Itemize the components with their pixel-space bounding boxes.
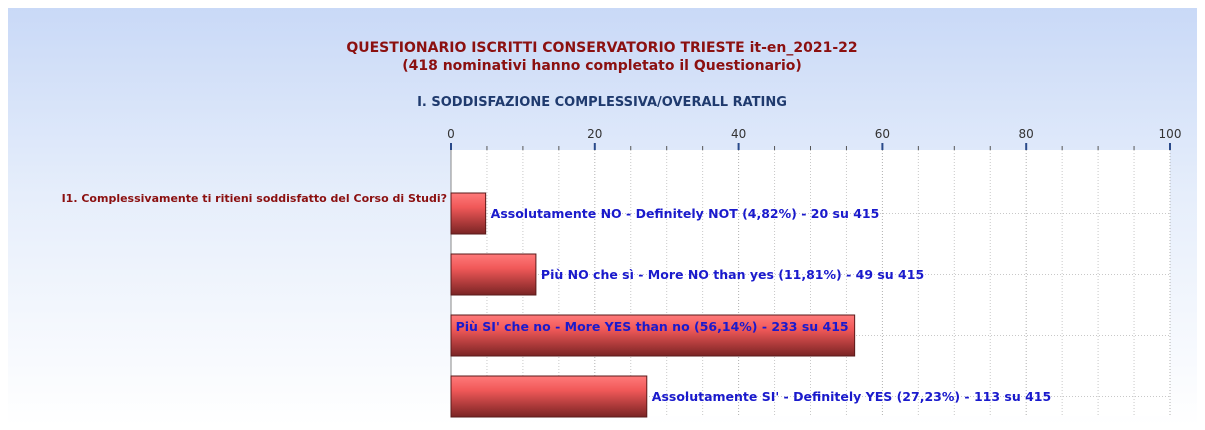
value-label: Più NO che sì - More NO than yes (11,81%…	[540, 266, 925, 282]
x-tick-label: 40	[731, 127, 746, 141]
value-label: Più SI' che no - More YES than no (56,14…	[455, 319, 849, 334]
value-label: Assolutamente SI' - Definitely YES (27,2…	[651, 388, 1052, 404]
chart-title: QUESTIONARIO ISCRITTI CONSERVATORIO TRIE…	[346, 40, 857, 56]
x-tick-label: 60	[875, 127, 890, 141]
bar	[450, 192, 487, 235]
x-tick-label: 20	[587, 127, 602, 141]
x-tick-label: 0	[447, 127, 455, 141]
bar	[450, 375, 648, 418]
x-tick-label: 80	[1019, 127, 1034, 141]
category-label: I1. Complessivamente ti ritieni soddisfa…	[61, 192, 447, 205]
section-heading: I. SODDISFAZIONE COMPLESSIVA/OVERALL RAT…	[417, 95, 787, 110]
bar	[450, 314, 856, 357]
bar	[450, 253, 537, 296]
x-tick-label: 100	[1159, 127, 1182, 141]
chart-subtitle: (418 nominativi hanno completato il Ques…	[402, 58, 802, 74]
value-label: Assolutamente NO - Definitely NOT (4,82%…	[490, 205, 880, 221]
